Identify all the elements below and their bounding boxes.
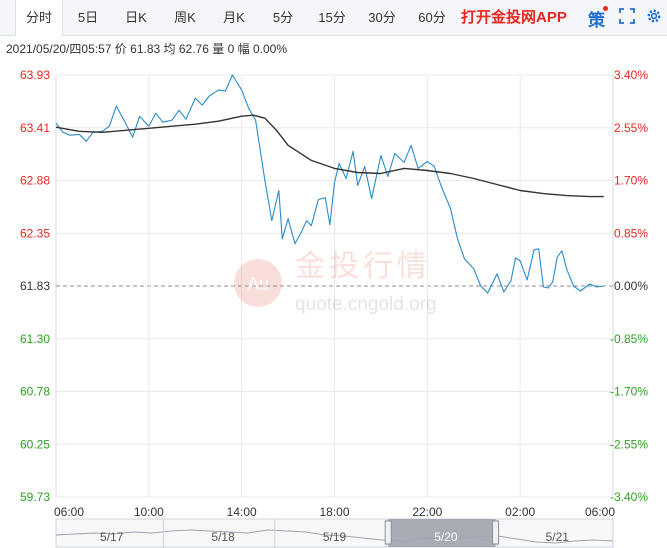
- y-tick-label: 63.93: [20, 68, 50, 82]
- fullscreen-icon[interactable]: [619, 8, 635, 24]
- pct-tick-label: 2.55%: [614, 121, 648, 135]
- x-tick-label: 02:00: [505, 505, 535, 519]
- pct-tick-label: -1.70%: [610, 385, 648, 399]
- tab-monthly-k[interactable]: 月K: [223, 10, 245, 25]
- quote-datetime: 2021/05/20/四05:57: [6, 42, 112, 56]
- tab-intraday[interactable]: 分时: [15, 0, 63, 36]
- navigator-date-label: 5/21: [546, 530, 570, 544]
- navigator-date-label: 5/17: [100, 530, 124, 544]
- y-tick-label: 63.41: [20, 121, 50, 135]
- navigator-date-label: 5/18: [211, 530, 235, 544]
- watermark-brand: 金投行情: [295, 249, 431, 284]
- y-axis: 63.93 3.40% 63.41 2.55% 62.88 1.70% 62.35 0.85%…: [20, 68, 648, 504]
- x-tick-label: 10:00: [134, 505, 164, 519]
- pct-tick-label: 0.85%: [614, 226, 648, 240]
- watermark-logo-text: Au: [247, 274, 269, 294]
- pct-tick-label: -3.40%: [610, 490, 648, 504]
- open-app-link[interactable]: 打开金投网APP: [461, 9, 567, 26]
- range-navigator[interactable]: 5/17 5/18 5/19 5/20 5/21: [55, 518, 614, 548]
- tab-daily-k[interactable]: 日K: [125, 10, 147, 25]
- y-tick-label: 60.25: [20, 437, 50, 451]
- tab-5min[interactable]: 5分: [272, 10, 294, 25]
- tab-15min[interactable]: 15分: [318, 10, 346, 25]
- y-tick-label: 60.78: [20, 385, 50, 399]
- pct-tick-label: -0.85%: [610, 332, 648, 346]
- tab-weekly-k[interactable]: 周K: [174, 10, 196, 25]
- avg-value: 62.76: [178, 42, 209, 56]
- navigator-handle-left[interactable]: [384, 520, 392, 545]
- navigator-handle-right[interactable]: [492, 520, 500, 545]
- change-value: 0.00%: [253, 42, 288, 56]
- avg-label: 均: [163, 42, 176, 56]
- pct-tick-label: -2.55%: [610, 437, 648, 451]
- y-tick-label: 61.30: [20, 332, 50, 346]
- pct-tick-label: 3.40%: [614, 68, 648, 82]
- x-tick-label: 22:00: [412, 505, 442, 519]
- y-tick-label: 61.83: [20, 279, 50, 293]
- volume-value: 0: [227, 42, 235, 56]
- y-tick-label: 59.73: [20, 490, 50, 504]
- pct-tick-label: 0.00%: [614, 279, 648, 293]
- navigator-date-label: 5/20: [434, 530, 458, 544]
- y-tick-label: 62.35: [20, 226, 50, 240]
- average-line: [55, 114, 604, 198]
- chart-series: [55, 74, 604, 294]
- chart-grid: [55, 74, 614, 498]
- period-tab-bar: 分时 5日 日K 周K 月K 5分 15分 30分 60分 打开金投网APP 策: [0, 0, 667, 36]
- change-label: 幅: [237, 42, 250, 56]
- watermark-logo-icon: [234, 259, 282, 307]
- notification-dot: [603, 6, 608, 11]
- quote-info-bar: 2021/05/20/四05:57 价 61.83 均 62.76 量 0 幅 …: [6, 40, 287, 57]
- gear-icon[interactable]: [646, 8, 662, 24]
- navigator-date-label: 5/19: [323, 530, 347, 544]
- price-line: [55, 74, 604, 294]
- watermark: Au 金投行情 quote.cngold.org: [234, 249, 437, 315]
- x-axis: 06:00 10:00 14:00 18:00 22:00 02:00 06:00: [54, 505, 615, 519]
- navigator-selection[interactable]: [388, 519, 496, 547]
- tab-60min[interactable]: 60分: [418, 10, 446, 25]
- price-value: 61.83: [130, 42, 161, 56]
- price-label: 价: [114, 42, 127, 56]
- x-tick-label: 14:00: [227, 505, 257, 519]
- x-tick-label: 06:00: [54, 505, 84, 519]
- x-tick-label: 18:00: [319, 505, 349, 519]
- volume-label: 量: [212, 42, 225, 56]
- x-tick-label: 06:00: [585, 505, 615, 519]
- strategy-icon[interactable]: 策: [588, 11, 605, 30]
- tab-30min[interactable]: 30分: [368, 10, 396, 25]
- tab-5day[interactable]: 5日: [77, 10, 99, 25]
- pct-tick-label: 1.70%: [614, 174, 648, 188]
- watermark-url: quote.cngold.org: [295, 294, 437, 315]
- navigator-trend: [55, 529, 614, 544]
- y-tick-label: 62.88: [20, 174, 50, 188]
